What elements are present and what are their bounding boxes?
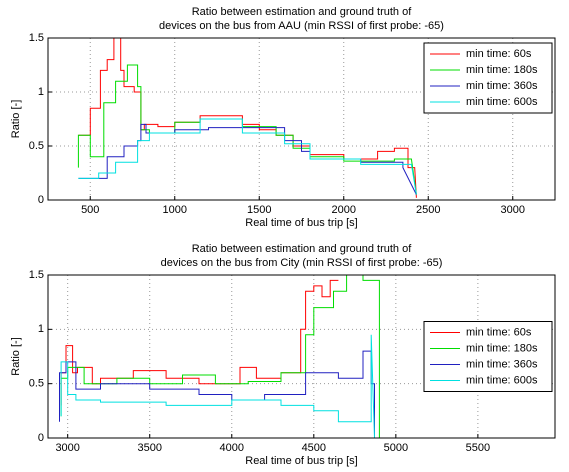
x-tick-label: 4500 (302, 442, 326, 454)
x-tick-label: 2500 (416, 204, 440, 216)
series-line (77, 64, 417, 195)
x-tick-label: 1000 (163, 204, 187, 216)
legend-label: min time: 180s (466, 342, 538, 354)
x-tick-label: 500 (81, 204, 99, 216)
y-axis-label: Ratio [-] (10, 100, 22, 139)
series-line (60, 334, 375, 439)
y-tick-label: 1.5 (29, 32, 44, 44)
y-tick-label: 1 (38, 323, 44, 335)
y-tick-label: 0 (38, 432, 44, 444)
legend-label: min time: 180s (466, 64, 538, 76)
x-tick-label: 3000 (501, 204, 525, 216)
y-tick-label: 0 (38, 194, 44, 206)
y-axis-label: Ratio [-] (10, 337, 22, 376)
legend-label: min time: 60s (466, 48, 532, 60)
legend-label: min time: 360s (466, 358, 538, 370)
legend-label: min time: 360s (466, 80, 538, 92)
y-tick-label: 0.5 (29, 140, 44, 152)
x-tick-label: 1500 (247, 204, 271, 216)
chart-title: Ratio between estimation and ground trut… (192, 243, 412, 255)
legend-box (423, 42, 553, 114)
x-tick-label: 5000 (384, 442, 408, 454)
axes-frame (47, 37, 556, 201)
x-tick-label: 3000 (55, 442, 79, 454)
legend-box (423, 321, 553, 392)
series-line (59, 350, 375, 438)
y-tick-label: 0.5 (29, 378, 44, 390)
chart-title: devices on the bus from AAU (min RSSI of… (159, 20, 444, 32)
x-axis-label: Real time of bus trip [s] (245, 217, 358, 229)
x-tick-label: 5500 (466, 442, 490, 454)
series-line (60, 274, 380, 438)
axes-frame (47, 274, 556, 439)
chart-title: devices on the bus from City (min RSSI o… (161, 257, 443, 269)
y-tick-label: 1 (38, 86, 44, 98)
legend-label: min time: 60s (466, 326, 532, 338)
series-line (78, 118, 417, 195)
y-tick-label: 1.5 (29, 269, 44, 281)
legend-label: min time: 600s (466, 374, 538, 386)
legend-label: min time: 600s (466, 96, 538, 108)
chart-title: Ratio between estimation and ground trut… (192, 6, 412, 18)
x-tick-label: 4000 (220, 442, 244, 454)
x-axis-label: Real time of bus trip [s] (245, 455, 358, 467)
x-tick-label: 3500 (137, 442, 161, 454)
x-tick-label: 2000 (332, 204, 356, 216)
